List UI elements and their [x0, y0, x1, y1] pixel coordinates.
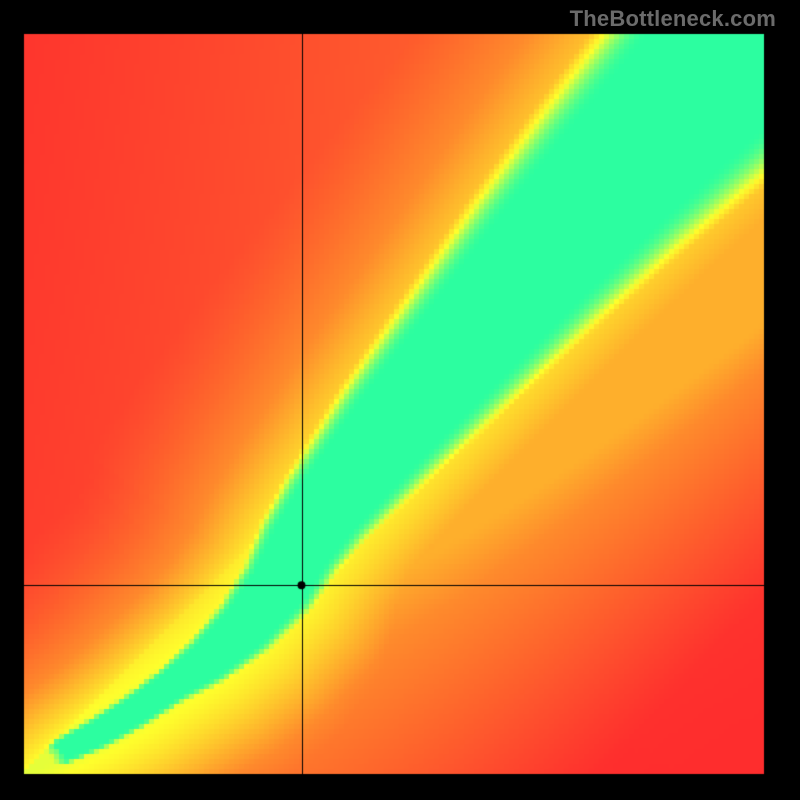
attribution-label: TheBottleneck.com	[570, 6, 776, 32]
heatmap-canvas	[0, 0, 800, 800]
chart-container: TheBottleneck.com	[0, 0, 800, 800]
